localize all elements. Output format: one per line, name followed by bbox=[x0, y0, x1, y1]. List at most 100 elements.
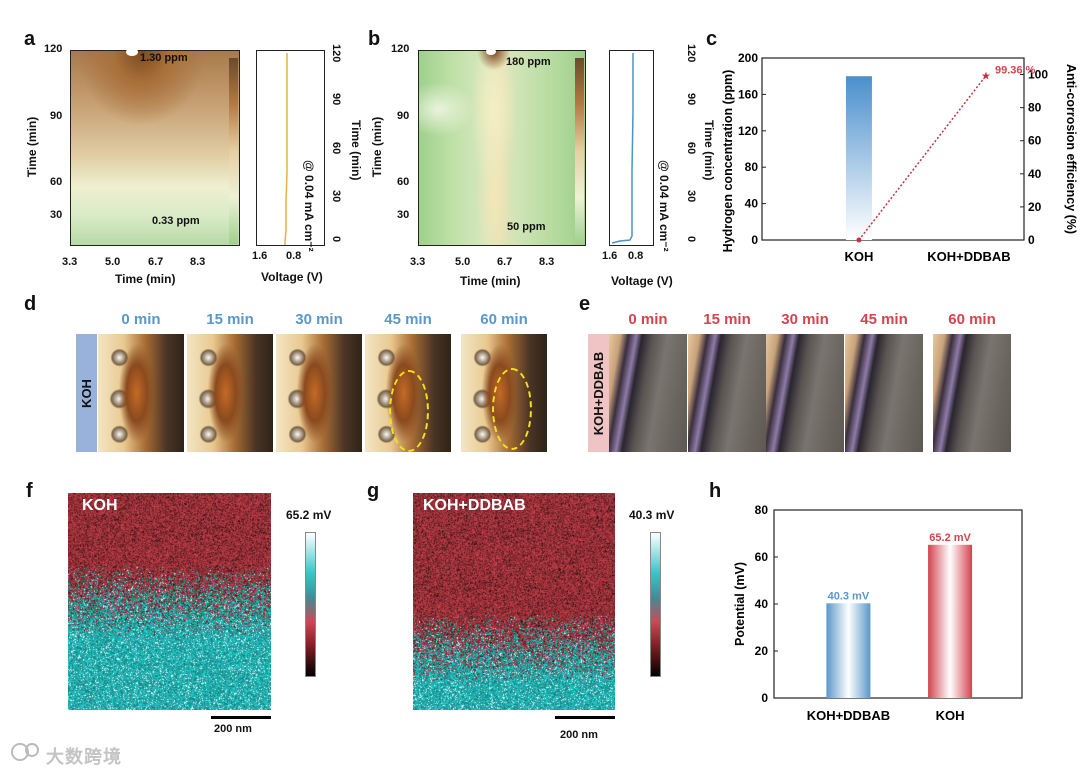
chart-h-ytick: 80 bbox=[755, 503, 769, 517]
panel-letter-f: f bbox=[26, 480, 33, 502]
panel-letter-a: a bbox=[24, 28, 36, 50]
map-a-ytick: 90 bbox=[50, 110, 63, 122]
chart-c-left-tick: 40 bbox=[745, 197, 759, 211]
kpfm-f-scale-max: 65.2 mV bbox=[286, 508, 332, 522]
row-label-koh-ddbab-text: KOH+DDBAB bbox=[591, 351, 607, 435]
map-b-ylabel: Time (min) bbox=[370, 116, 385, 178]
map-b-xtick: 5.0 bbox=[455, 256, 471, 268]
voltage-b-ytick: 0 bbox=[685, 236, 697, 243]
chart-c-efficiency-point bbox=[856, 237, 862, 243]
voltage-trace-a bbox=[284, 53, 288, 245]
map-b-label-top: 180 ppm bbox=[506, 56, 551, 68]
contour-map-b bbox=[418, 50, 586, 246]
chart-c-right-tick: 0 bbox=[1028, 233, 1035, 247]
voltage-b-ytick: 30 bbox=[685, 190, 697, 203]
map-a-xtick: 8.3 bbox=[190, 256, 206, 268]
voltage-b-xlabel: Voltage (V) bbox=[611, 274, 673, 288]
chart-h-ytick: 40 bbox=[755, 597, 769, 611]
chart-h-ytick: 0 bbox=[761, 691, 768, 705]
corrosion-highlight-ellipse bbox=[389, 370, 429, 452]
chart-c-efficiency-star: ★ bbox=[981, 71, 991, 83]
chart-c-xtick: KOH+DDBAB bbox=[927, 249, 1010, 264]
panel-letter-h: h bbox=[709, 480, 722, 502]
map-b-ytick: 60 bbox=[397, 176, 410, 188]
e-time-label: 15 min bbox=[703, 311, 751, 328]
voltage-b-annotation: @ 0.04 mA cm⁻² bbox=[657, 160, 671, 252]
voltage-b-ytick: 60 bbox=[685, 142, 697, 155]
d-time-label: 60 min bbox=[480, 311, 528, 328]
map-b-ytick: 120 bbox=[391, 43, 410, 55]
map-b-ytick: 30 bbox=[397, 209, 410, 221]
voltage-b-xtick: 0.8 bbox=[628, 250, 644, 262]
voltage-a-ytick: 60 bbox=[330, 142, 342, 155]
chart-h-ytick: 60 bbox=[755, 550, 769, 564]
map-b-xlabel: Time (min) bbox=[460, 274, 521, 288]
panel-letter-e: e bbox=[579, 293, 591, 315]
voltage-a-ytick: 30 bbox=[330, 190, 342, 203]
chart-c-frame bbox=[761, 57, 1025, 241]
e-photo bbox=[688, 334, 766, 452]
scalebar-g-label: 200 nm bbox=[560, 729, 598, 741]
chart-c-right-tick: 40 bbox=[1028, 167, 1042, 181]
contour-map-a bbox=[70, 50, 240, 246]
d-photo bbox=[98, 334, 184, 452]
voltage-b-ytick: 120 bbox=[685, 44, 697, 63]
map-a-ytick: 120 bbox=[44, 43, 63, 55]
chart-c-ylabel-right: Anti-corrosion efficiency (%) bbox=[1064, 64, 1078, 234]
voltage-a-ytick: 0 bbox=[330, 236, 342, 243]
row-label-koh-ddbab: KOH+DDBAB bbox=[588, 334, 609, 452]
voltage-a-ytick: 90 bbox=[330, 93, 342, 106]
colorbar-g bbox=[650, 532, 661, 677]
kpfm-map-koh bbox=[68, 493, 271, 710]
colorbar-a bbox=[229, 58, 238, 244]
scalebar-f bbox=[211, 716, 271, 719]
chart-c-bar-koh bbox=[845, 76, 872, 240]
panel-letter-d: d bbox=[24, 293, 37, 315]
map-a-ytick: 30 bbox=[50, 209, 63, 221]
d-time-label: 30 min bbox=[295, 311, 343, 328]
colorbar-f bbox=[305, 532, 316, 677]
kpfm-g-title: KOH+DDBAB bbox=[423, 497, 526, 514]
voltage-a-xlabel: Voltage (V) bbox=[261, 270, 323, 284]
colorbar-b bbox=[575, 58, 584, 244]
chart-c-ylabel-left: Hydrogen concentration (ppm) bbox=[721, 70, 735, 253]
chart-h-value-label: 65.2 mV bbox=[929, 532, 971, 544]
d-time-label: 45 min bbox=[384, 311, 432, 328]
chart-c-left-tick: 80 bbox=[745, 160, 759, 174]
map-b-xtick: 6.7 bbox=[497, 256, 513, 268]
map-b-ytick: 90 bbox=[397, 110, 410, 122]
map-a-xtick: 3.3 bbox=[62, 256, 78, 268]
voltage-a-ylabel: Time (min) bbox=[349, 120, 363, 181]
d-photo bbox=[276, 334, 362, 452]
chart-h-frame bbox=[773, 509, 1023, 699]
map-b-label-bottom: 50 ppm bbox=[507, 221, 546, 233]
chart-c-right-tick: 20 bbox=[1028, 200, 1042, 214]
e-photo bbox=[933, 334, 1011, 452]
voltage-trace-b bbox=[611, 53, 634, 244]
map-a-label-bottom: 0.33 ppm bbox=[152, 215, 200, 227]
chart-c-right-tick: 100 bbox=[1028, 68, 1048, 82]
kpfm-g-scale-max: 40.3 mV bbox=[629, 508, 675, 522]
d-time-label: 15 min bbox=[206, 311, 254, 328]
watermark: 大数跨境 bbox=[46, 747, 122, 767]
chart-h-ylabel: Potential (mV) bbox=[733, 562, 747, 646]
row-label-koh-text: KOH bbox=[79, 378, 95, 408]
e-time-label: 60 min bbox=[948, 311, 996, 328]
panel-letter-g: g bbox=[367, 480, 380, 502]
corrosion-highlight-ellipse bbox=[492, 368, 532, 450]
chart-c-left-tick: 160 bbox=[738, 87, 758, 101]
chart-h-ytick: 20 bbox=[755, 644, 769, 658]
d-photo bbox=[187, 334, 273, 452]
d-time-label: 0 min bbox=[121, 311, 161, 328]
map-a-peak bbox=[126, 48, 138, 56]
map-a-ytick: 60 bbox=[50, 176, 63, 188]
voltage-plot-b bbox=[609, 50, 654, 246]
chart-h-xtick: KOH+DDBAB bbox=[807, 708, 890, 723]
e-photo bbox=[845, 334, 923, 452]
voltage-b-xtick: 1.6 bbox=[602, 250, 618, 262]
chart-h-value-label: 40.3 mV bbox=[828, 590, 870, 602]
scalebar-g bbox=[555, 716, 615, 719]
row-label-koh: KOH bbox=[76, 334, 97, 452]
voltage-b-ytick: 90 bbox=[685, 93, 697, 106]
